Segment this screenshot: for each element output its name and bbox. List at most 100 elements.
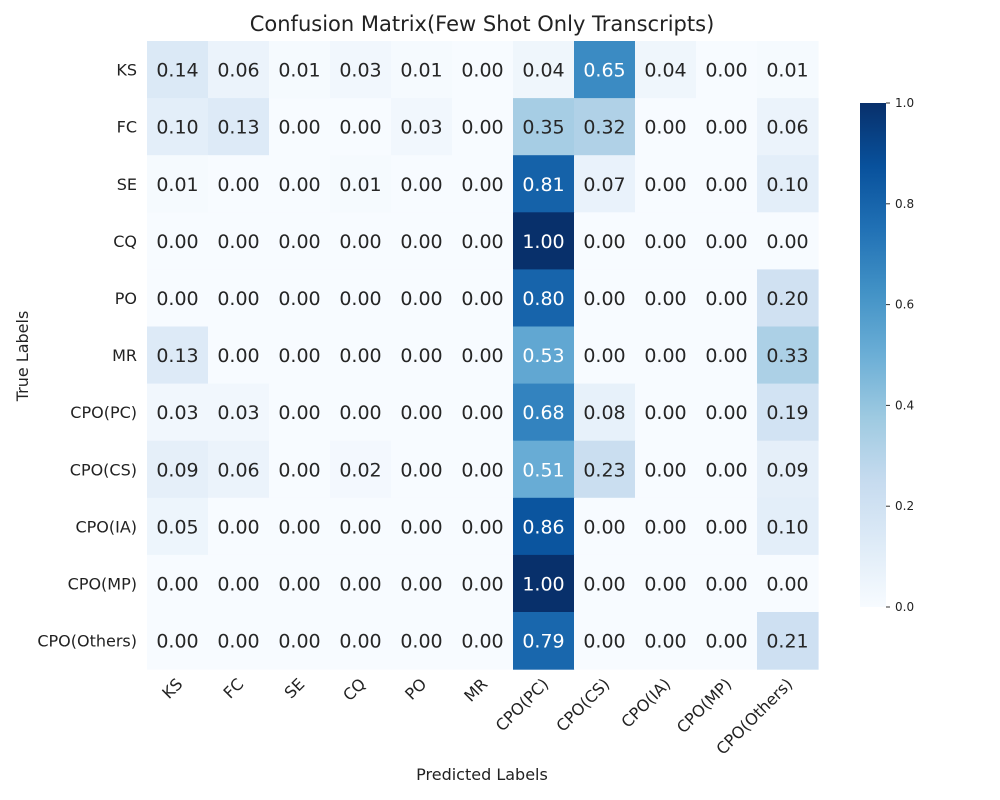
heatmap-cell: [269, 497, 331, 556]
x-tick-label: PO: [401, 674, 430, 703]
cell-value-label: 0.00: [217, 174, 259, 196]
cell-value-label: 0.00: [339, 345, 381, 367]
x-tick-label: KS: [158, 674, 186, 702]
cell-value-label: 0.00: [461, 573, 503, 595]
heatmap-cell: [513, 269, 575, 328]
heatmap-cell: [269, 383, 331, 442]
heatmap-cell: [757, 212, 819, 270]
cell-value-label: 0.00: [400, 231, 442, 253]
heatmap-cell: [208, 554, 270, 613]
heatmap-cell: [208, 383, 270, 442]
heatmap-cell: [635, 212, 697, 270]
heatmap-cell: [208, 212, 270, 270]
cell-value-label: 0.00: [583, 345, 625, 367]
cell-value-label: 0.00: [583, 631, 625, 653]
heatmap-cell: [269, 326, 331, 385]
cell-value-label: 0.51: [522, 459, 564, 481]
heatmap-cell: [330, 383, 392, 442]
cell-value-label: 0.00: [461, 60, 503, 82]
cell-value-label: 0.00: [461, 345, 503, 367]
cell-value-label: 0.00: [705, 288, 747, 310]
heatmap-cell: [574, 554, 636, 613]
cell-value-label: 0.00: [705, 631, 747, 653]
y-tick-label: KS: [116, 61, 137, 80]
cell-value-label: 0.32: [583, 117, 625, 139]
cell-value-label: 0.00: [644, 174, 686, 196]
cell-value-label: 0.00: [156, 231, 198, 253]
heatmap-cell: [391, 612, 453, 670]
y-tick-label: CPO(MP): [68, 574, 137, 593]
heatmap-cell: [208, 326, 270, 385]
y-tick-label: CPO(Others): [37, 632, 137, 651]
cell-value-label: 0.00: [339, 288, 381, 310]
cell-value-label: 0.00: [217, 288, 259, 310]
heatmap-cell: [513, 440, 575, 499]
heatmap-cell: [635, 155, 697, 213]
cell-value-label: 0.00: [644, 573, 686, 595]
cell-value-label: 0.00: [278, 516, 320, 538]
heatmap-cell: [452, 155, 514, 213]
cell-value-label: 0.35: [522, 117, 564, 139]
heatmap-cell: [330, 98, 392, 156]
cell-value-label: 0.08: [583, 402, 625, 424]
heatmap-cell: [391, 269, 453, 328]
cell-value-label: 0.00: [583, 516, 625, 538]
y-tick-label: FC: [117, 118, 137, 137]
heatmap-cell: [147, 383, 209, 442]
x-axis-label: Predicted Labels: [416, 765, 548, 784]
heatmap-cell: [696, 98, 758, 156]
chart-title: Confusion Matrix(Few Shot Only Transcrip…: [250, 12, 715, 36]
heatmap-cell: [696, 326, 758, 385]
cell-value-label: 0.00: [278, 402, 320, 424]
cell-value-label: 0.00: [705, 117, 747, 139]
heatmap-cell: [452, 212, 514, 270]
colorbar-tick-label: 0.4: [895, 398, 914, 412]
cell-value-label: 0.00: [400, 459, 442, 481]
heatmap-cell: [147, 212, 209, 270]
colorbar-tick-label: 0.8: [895, 197, 914, 211]
cell-value-label: 0.06: [217, 60, 259, 82]
cell-value-label: 0.00: [278, 631, 320, 653]
heatmap-cell: [269, 155, 331, 213]
cell-value-label: 0.00: [339, 117, 381, 139]
heatmap-cell: [147, 497, 209, 556]
heatmap-cell: [452, 41, 514, 99]
heatmap-cell: [452, 98, 514, 156]
cell-value-label: 0.00: [339, 402, 381, 424]
cell-value-label: 0.00: [461, 288, 503, 310]
cell-value-label: 0.00: [461, 231, 503, 253]
cell-value-label: 0.19: [766, 402, 808, 424]
x-tick-label: CQ: [339, 674, 369, 704]
heatmap-cell: [452, 326, 514, 385]
x-tick-label: CPO(PC): [492, 674, 553, 735]
cell-value-label: 0.00: [461, 459, 503, 481]
cell-value-label: 0.00: [156, 573, 198, 595]
cell-value-label: 0.79: [522, 631, 564, 653]
cell-value-label: 0.00: [400, 573, 442, 595]
y-tick-label: CPO(IA): [75, 517, 137, 536]
x-tick-label: MR: [460, 674, 491, 705]
heatmap-cell: [452, 383, 514, 442]
heatmap-cell: [757, 41, 819, 99]
heatmap-cell: [635, 269, 697, 328]
heatmap-cell: [269, 612, 331, 670]
heatmap-cell: [574, 155, 636, 213]
cell-value-label: 0.00: [461, 516, 503, 538]
cell-value-label: 0.06: [217, 459, 259, 481]
heatmap-cell: [574, 440, 636, 499]
y-tick-label: MR: [112, 346, 137, 365]
heatmap-cell: [635, 41, 697, 99]
cell-value-label: 0.00: [644, 288, 686, 310]
x-tick-label: SE: [281, 674, 309, 702]
heatmap-cell: [696, 212, 758, 270]
heatmap-cell: [513, 554, 575, 613]
heatmap-cell: [757, 383, 819, 442]
cell-value-label: 0.00: [644, 402, 686, 424]
cell-value-label: 0.05: [156, 516, 198, 538]
cell-value-label: 0.10: [766, 516, 808, 538]
heatmap-cell: [391, 326, 453, 385]
heatmap-cell: [574, 612, 636, 670]
colorbar-tick-label: 0.0: [895, 600, 914, 614]
heatmap-cell: [147, 554, 209, 613]
heatmap-cell: [574, 212, 636, 270]
